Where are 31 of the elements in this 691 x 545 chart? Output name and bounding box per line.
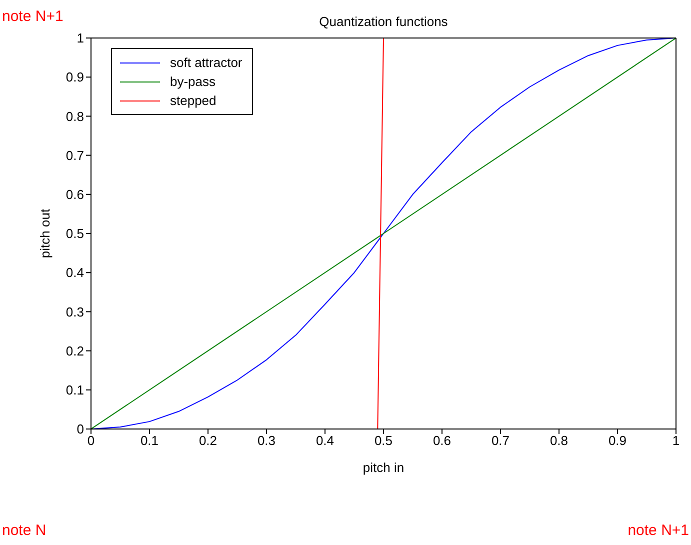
chart-title: Quantization functions	[318, 14, 449, 29]
text: note N+1	[2, 8, 64, 25]
y-tick-label: 0.1	[66, 382, 84, 398]
x-axis-title: pitch in	[362, 460, 404, 475]
text: note N+1	[628, 522, 689, 539]
y-tick-label: 0.4	[66, 265, 84, 280]
y-tick-label: 0.8	[66, 108, 84, 124]
y-tick-label: 0.2	[66, 343, 84, 358]
text: note N	[2, 522, 46, 539]
x-tick-label: 1	[672, 433, 680, 448]
x-tick-label: 0.4	[316, 433, 334, 448]
x-tick-label: 0.7	[491, 433, 510, 448]
x-tick-label: 0.6	[432, 433, 452, 448]
y-tick-label: 0.6	[66, 187, 84, 202]
x-tick-label: 0.8	[550, 433, 568, 448]
legend-label: by-pass	[170, 74, 216, 89]
y-tick-label: 0	[76, 422, 84, 437]
x-tick-label: 0.1	[140, 433, 159, 448]
x-tick-label: 0.3	[257, 433, 276, 448]
x-tick-label: 0.5	[374, 433, 393, 448]
x-tick-label: 0.2	[198, 433, 218, 448]
y-tick-label: 1	[76, 30, 84, 46]
y-tick-label: 0.9	[66, 70, 84, 85]
y-tick-label: 0.7	[66, 148, 84, 163]
legend-label: stepped	[170, 93, 216, 108]
y-tick-label: 0.5	[66, 226, 84, 242]
y-tick-label: 0.3	[66, 304, 84, 320]
x-tick-label: 0.9	[608, 433, 627, 448]
x-tick-label: 0	[87, 433, 95, 448]
y-axis-title: pitch out	[38, 208, 53, 258]
legend-label: soft attractor	[170, 55, 242, 70]
